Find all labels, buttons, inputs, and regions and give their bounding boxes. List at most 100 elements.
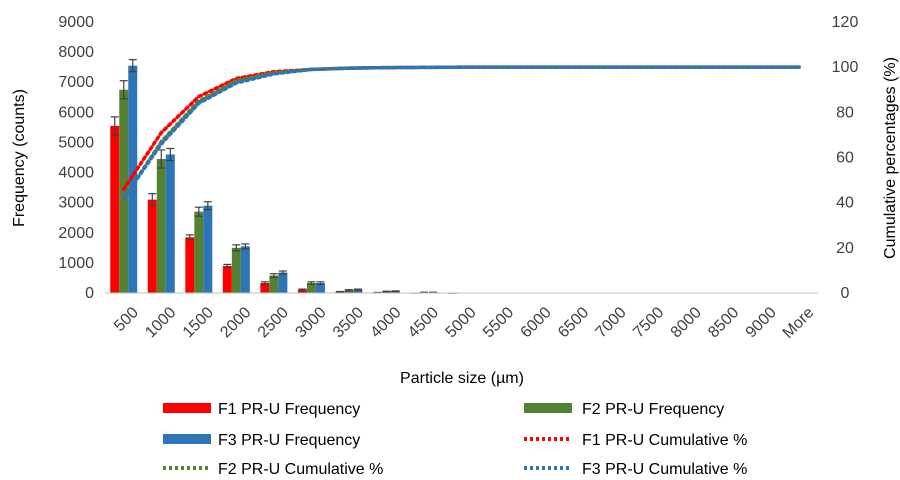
legend-swatch-f1-frequency bbox=[163, 403, 211, 413]
legend-label-f2-cumulative: F2 PR-U Cumulative % bbox=[218, 461, 383, 478]
error-bar bbox=[232, 244, 241, 252]
legend-label-f3-frequency: F3 PR-U Frequency bbox=[218, 432, 360, 449]
y-tick-label: 9000 bbox=[58, 14, 94, 31]
y-tick-label: 4000 bbox=[58, 165, 94, 182]
error-bar bbox=[344, 289, 353, 292]
error-bar bbox=[382, 290, 391, 293]
lines-layer bbox=[122, 65, 801, 200]
y-tick-label: 0 bbox=[85, 285, 94, 302]
legend-item-f1-frequency: F1 PR-U Frequency bbox=[163, 401, 360, 418]
bar bbox=[203, 205, 213, 293]
y2-tick-label: 0 bbox=[841, 285, 850, 302]
y-axis-ticks: 0 1000 2000 3000 4000 5000 6000 7000 8000 9000 bbox=[58, 14, 94, 302]
error-bar bbox=[298, 288, 307, 291]
x-tick-label: 2500 bbox=[255, 304, 292, 341]
error-bar bbox=[353, 288, 362, 291]
error-bar bbox=[119, 80, 128, 100]
y2-tick-label: 80 bbox=[836, 104, 854, 121]
x-tick-label: 4000 bbox=[367, 304, 404, 341]
bar bbox=[390, 291, 400, 293]
legend-swatch-f2-frequency bbox=[524, 403, 572, 413]
error-bar bbox=[241, 243, 250, 250]
y-tick-label: 6000 bbox=[58, 104, 94, 121]
y2-axis-title: Cumulative percentages (%) bbox=[882, 57, 899, 259]
bar bbox=[156, 159, 166, 293]
legend-item-f2-frequency: F2 PR-U Frequency bbox=[524, 401, 724, 418]
bar bbox=[315, 283, 325, 293]
x-tick-label: 4500 bbox=[405, 304, 442, 341]
x-axis-title: Particle size (µm) bbox=[400, 370, 524, 387]
x-tick-label: 1500 bbox=[180, 304, 217, 341]
y-axis-title: Frequency (counts) bbox=[11, 89, 28, 227]
x-tick-label: 9000 bbox=[743, 304, 780, 341]
error-bar bbox=[110, 116, 119, 136]
y2-tick-label: 100 bbox=[832, 59, 859, 76]
legend-item-f3-frequency: F3 PR-U Frequency bbox=[163, 432, 360, 449]
x-tick-label: 6000 bbox=[518, 304, 555, 341]
bar bbox=[306, 283, 316, 293]
x-tick-label: 3500 bbox=[330, 304, 367, 341]
error-bar bbox=[194, 206, 203, 217]
y2-tick-label: 120 bbox=[832, 14, 859, 31]
legend-label-f1-frequency: F1 PR-U Frequency bbox=[218, 401, 360, 418]
error-bar bbox=[203, 201, 212, 211]
bar bbox=[128, 65, 138, 294]
error-bar bbox=[316, 281, 325, 285]
x-tick-label: 8000 bbox=[668, 304, 705, 341]
error-bar bbox=[278, 270, 287, 275]
error-bar bbox=[391, 290, 400, 293]
error-bar bbox=[269, 273, 278, 278]
error-bar bbox=[128, 59, 137, 73]
bars-layer bbox=[110, 59, 475, 294]
bar bbox=[194, 211, 204, 293]
y-tick-label: 1000 bbox=[58, 255, 94, 272]
error-bar bbox=[223, 263, 232, 269]
bar bbox=[278, 272, 288, 293]
bar bbox=[222, 265, 232, 293]
error-bar bbox=[335, 290, 344, 293]
bar bbox=[260, 283, 270, 293]
x-tick-label: 1000 bbox=[142, 304, 179, 341]
bar bbox=[344, 290, 354, 293]
x-tick-label: 5000 bbox=[442, 304, 479, 341]
x-tick-label: 2000 bbox=[217, 304, 254, 341]
legend-label-f1-cumulative: F1 PR-U Cumulative % bbox=[582, 432, 747, 449]
legend-item-f3-cumulative: F3 PR-U Cumulative % bbox=[524, 461, 747, 478]
cumulative-line-3 bbox=[122, 65, 801, 200]
y-tick-label: 5000 bbox=[58, 134, 94, 151]
bar bbox=[185, 237, 195, 293]
legend: F1 PR-U Frequency F2 PR-U Frequency F3 P… bbox=[163, 401, 747, 478]
error-bar bbox=[148, 193, 157, 207]
legend-item-f2-cumulative: F2 PR-U Cumulative % bbox=[163, 461, 383, 478]
x-tick-label: 3000 bbox=[292, 304, 329, 341]
bar bbox=[353, 289, 363, 293]
x-axis-ticks: 500 1000 1500 2000 2500 3000 3500 4000 4500 5000 5… bbox=[111, 304, 817, 342]
bar bbox=[269, 275, 279, 293]
x-tick-label: 6500 bbox=[555, 304, 592, 341]
x-tick-label: 7000 bbox=[593, 304, 630, 341]
bar bbox=[110, 125, 120, 293]
cumulative-line-2 bbox=[122, 65, 801, 200]
x-tick-label: 500 bbox=[111, 304, 142, 335]
legend-label-f2-frequency: F2 PR-U Frequency bbox=[582, 401, 724, 418]
x-tick-label: More bbox=[780, 304, 818, 342]
y2-tick-label: 20 bbox=[836, 240, 854, 257]
y-tick-label: 8000 bbox=[58, 44, 94, 61]
y2-axis-ticks: 0 20 40 60 80 100 120 bbox=[832, 14, 859, 302]
bar bbox=[240, 246, 250, 293]
bar bbox=[231, 247, 241, 293]
legend-label-f3-cumulative: F3 PR-U Cumulative % bbox=[582, 461, 747, 478]
y2-tick-label: 60 bbox=[836, 150, 854, 167]
error-bar bbox=[185, 234, 194, 241]
error-bar bbox=[260, 281, 269, 285]
x-tick-label: 8500 bbox=[705, 304, 742, 341]
bar bbox=[165, 154, 175, 293]
bar-series-1 bbox=[110, 116, 457, 294]
x-tick-label: 5500 bbox=[480, 304, 517, 341]
y2-tick-label: 40 bbox=[836, 195, 854, 212]
error-bar bbox=[307, 281, 316, 285]
legend-swatch-f3-frequency bbox=[163, 434, 211, 444]
y-tick-label: 2000 bbox=[58, 225, 94, 242]
bar-series-3 bbox=[128, 59, 475, 294]
